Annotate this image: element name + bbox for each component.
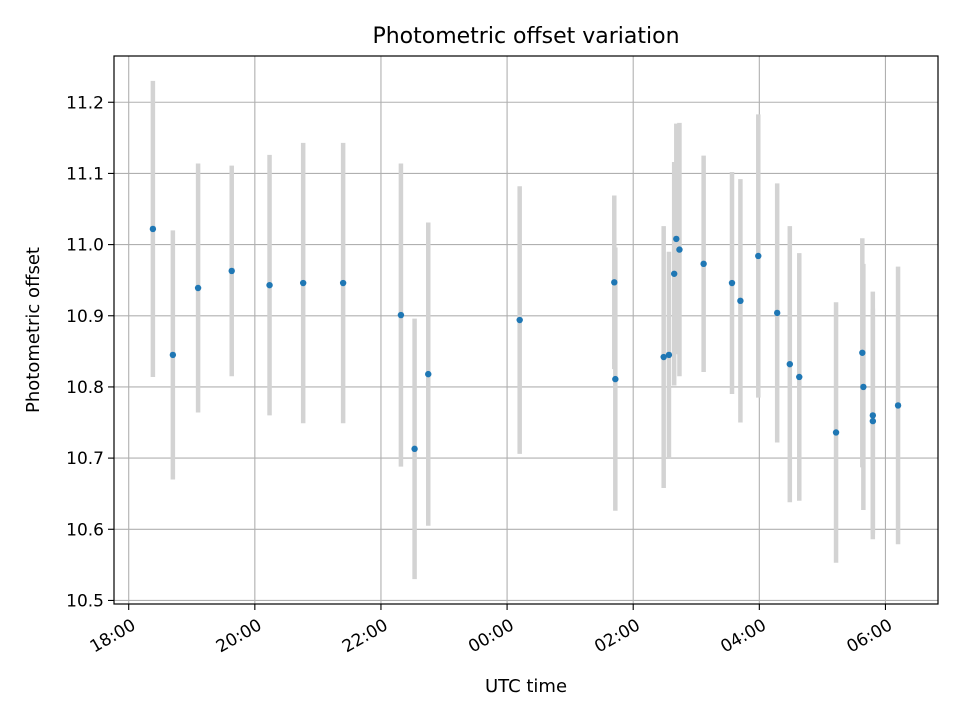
- chart-title: Photometric offset variation: [372, 24, 679, 49]
- data-points: [149, 225, 902, 453]
- data-point: [169, 351, 177, 359]
- data-point: [796, 373, 803, 381]
- plot-area: [114, 56, 938, 604]
- data-point: [397, 311, 405, 319]
- data-point: [339, 279, 347, 287]
- data-point: [660, 353, 667, 361]
- y-tick-label: 10.6: [66, 520, 104, 540]
- data-point: [411, 445, 418, 453]
- y-axis-ticks: 10.5 10.6 10.7 10.8 10.9 11.0 11.1 11.2: [66, 93, 114, 611]
- data-point: [194, 284, 202, 292]
- y-tick-label: 10.8: [66, 378, 104, 398]
- data-point: [665, 351, 673, 359]
- data-point: [859, 349, 866, 356]
- data-point: [425, 370, 432, 378]
- y-tick-label: 10.9: [66, 307, 104, 327]
- plot-frame: [113, 55, 939, 605]
- data-point: [266, 281, 273, 289]
- data-point: [773, 309, 781, 317]
- data-point: [673, 235, 680, 243]
- y-tick-label: 10.5: [66, 591, 104, 611]
- data-point: [869, 417, 877, 425]
- y-tick-label: 10.7: [66, 449, 104, 469]
- data-point: [149, 225, 157, 233]
- data-point: [755, 252, 762, 260]
- data-point: [516, 316, 523, 324]
- y-axis-label: Photometric offset: [23, 247, 44, 413]
- data-point: [228, 267, 235, 275]
- data-point: [611, 279, 618, 286]
- data-point: [670, 270, 678, 277]
- data-point: [860, 383, 867, 391]
- data-point: [832, 429, 840, 436]
- data-point: [700, 260, 707, 268]
- x-axis-label: UTC time: [485, 676, 567, 697]
- data-point: [786, 360, 794, 368]
- data-point: [676, 246, 683, 253]
- data-point: [728, 279, 736, 287]
- y-tick-label: 11.0: [66, 236, 104, 256]
- data-point: [299, 279, 307, 287]
- data-point: [737, 297, 744, 305]
- data-point: [612, 375, 619, 383]
- data-point: [894, 402, 902, 409]
- y-tick-label: 11.2: [66, 93, 104, 113]
- y-tick-label: 11.1: [66, 164, 104, 184]
- data-point: [869, 412, 877, 419]
